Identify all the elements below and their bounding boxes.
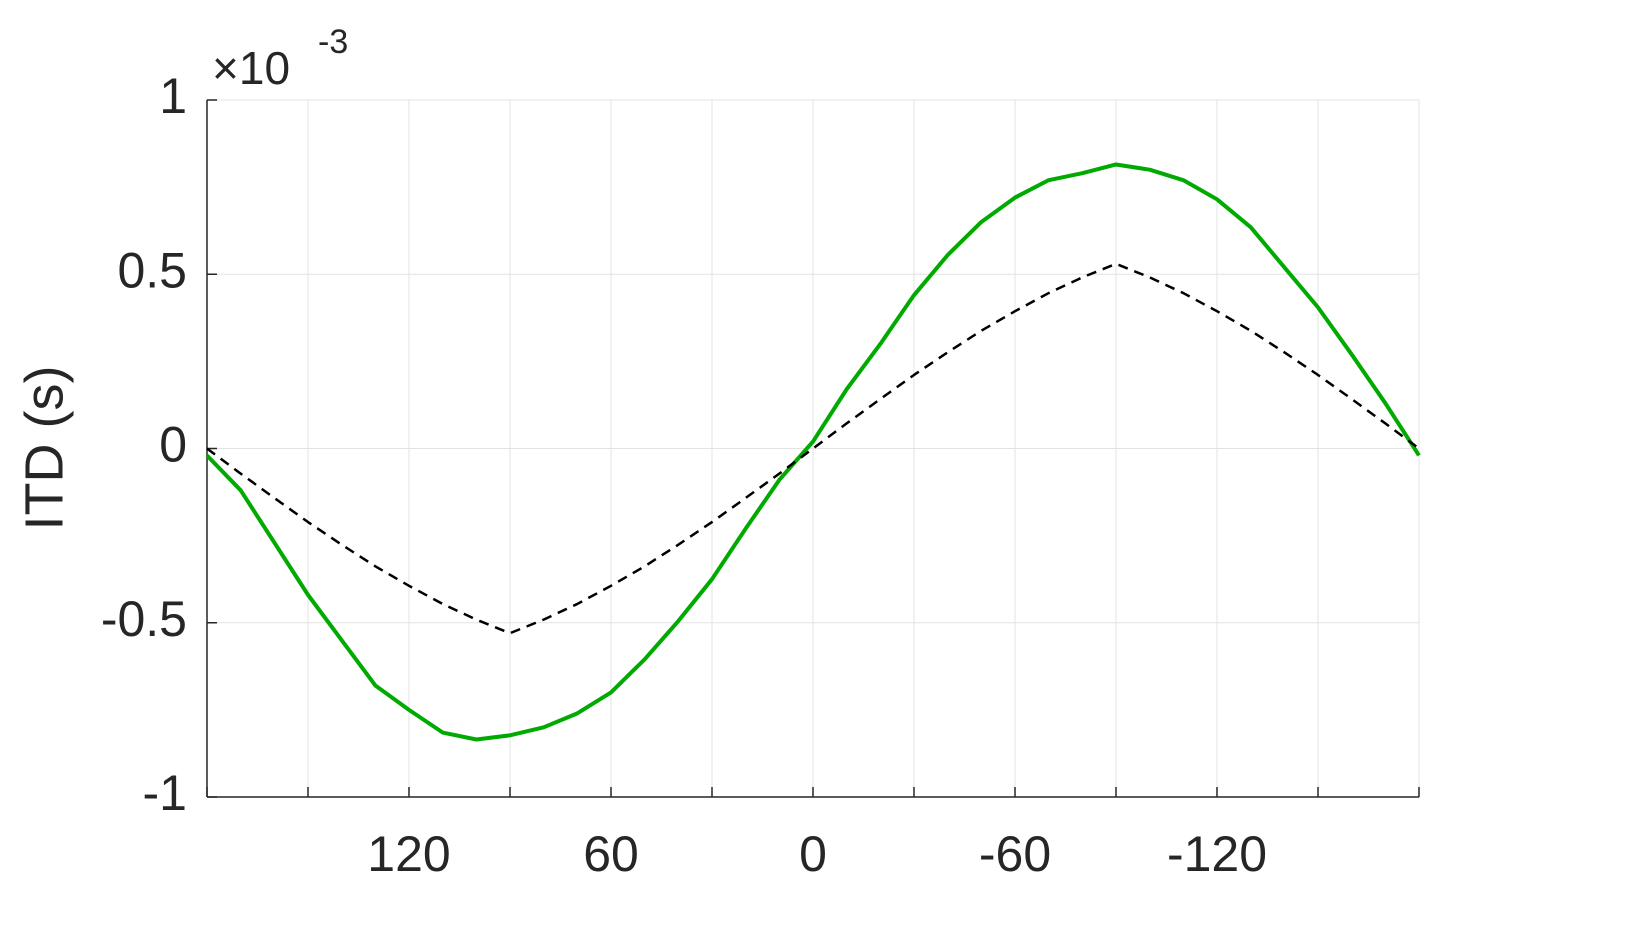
y-tick-label: 0 <box>159 417 187 473</box>
x-tick-label: -120 <box>1167 826 1267 882</box>
series-line <box>206 262 1420 635</box>
x-tick-label: 0 <box>799 826 827 882</box>
y-tick-label: 1 <box>159 68 187 124</box>
y-axis-label: ITD (s) <box>14 366 74 531</box>
y-tick-label: -1 <box>143 765 187 821</box>
series-line <box>205 162 1421 742</box>
y-tick-label: 0.5 <box>117 242 187 298</box>
x-tick-label: 120 <box>367 826 450 882</box>
x-tick-label: 60 <box>583 826 639 882</box>
y-multiplier-exponent: -3 <box>318 23 348 61</box>
y-multiplier: ×10 <box>212 42 290 94</box>
y-tick-label: -0.5 <box>101 591 187 647</box>
x-tick-label: -60 <box>979 826 1051 882</box>
